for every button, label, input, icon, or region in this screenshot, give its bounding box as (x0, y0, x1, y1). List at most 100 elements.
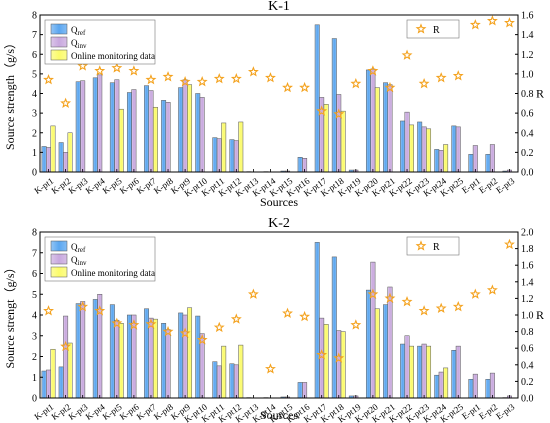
bar-online-monitoring-data (426, 128, 432, 173)
y-tick-label: 8 (32, 228, 37, 239)
y2-tick-label: 0.0 (521, 394, 534, 405)
bar-q-inv (80, 301, 86, 399)
bar-q-ref (383, 304, 388, 399)
y-tick-label: 3 (32, 331, 37, 342)
r-star-marker (418, 305, 430, 316)
y-tick-label: 2 (32, 128, 37, 139)
bar-q-inv (165, 102, 171, 173)
r-star-marker (333, 352, 345, 363)
r-star-marker (213, 321, 225, 333)
bar-q-inv (472, 373, 478, 399)
y-tick-label: 1 (32, 373, 37, 384)
bar-q-ref (331, 38, 337, 173)
legend-label: R (433, 25, 440, 36)
r-star-marker (77, 60, 89, 71)
bar-q-inv (489, 144, 495, 173)
bar-q-inv (438, 150, 444, 173)
chart-title: K-2 (268, 216, 290, 231)
x-axis-label: Sources (260, 195, 298, 209)
bar-q-ref (229, 139, 235, 173)
bar-q-ref (41, 370, 47, 399)
r-star-marker (43, 305, 54, 316)
bar-online-monitoring-data (409, 345, 414, 399)
bar-q-ref (126, 314, 132, 399)
bar-q-ref (485, 154, 491, 173)
bar-q-ref (400, 343, 406, 399)
r-star-marker (77, 300, 89, 312)
bar-online-monitoring-data (50, 348, 56, 399)
y2-tick-label: 0.4 (521, 360, 534, 371)
bar-q-inv (421, 343, 427, 399)
y2-tick-label: 1.0 (521, 311, 534, 322)
r-star-marker (111, 317, 123, 328)
bar-online-monitoring-data (323, 324, 329, 399)
r-star-marker (162, 325, 174, 337)
r-star-marker (196, 334, 208, 345)
bar-q-inv (319, 97, 325, 173)
y-tick-label: 7 (32, 30, 37, 41)
y2-axis-label: R (536, 308, 544, 322)
legend-label: Online monitoring data (71, 51, 155, 61)
legend-label: Online monitoring data (71, 268, 155, 278)
y-tick-label: 7 (32, 248, 37, 259)
bar-q-inv (97, 74, 103, 173)
y2-tick-label: 0.2 (521, 377, 534, 388)
bar-q-inv (80, 80, 86, 173)
bar-q-ref (400, 120, 406, 173)
r-star-marker (350, 319, 362, 330)
bar-q-ref (109, 82, 115, 173)
r-star-marker (230, 313, 242, 324)
legend-swatch (50, 23, 68, 35)
bar-q-inv (233, 364, 239, 399)
bar-online-monitoring-data (340, 110, 346, 173)
bar-online-monitoring-data (67, 342, 73, 399)
r-star-marker (486, 284, 498, 295)
legend-swatch (50, 253, 68, 265)
bar-online-monitoring-data (67, 132, 73, 173)
legend-star-icon (415, 23, 427, 34)
y2-tick-label: 1.4 (521, 277, 534, 288)
legend-right: R (406, 236, 460, 256)
bar-q-ref (92, 77, 98, 173)
r-star-marker (145, 318, 157, 329)
y2-tick-label: 1.4 (521, 30, 534, 41)
bar-q-inv (148, 317, 154, 399)
r-star-marker (401, 295, 413, 307)
bar-q-inv (199, 97, 205, 173)
y-tick-label: 5 (32, 69, 37, 80)
bar-q-inv (114, 79, 120, 173)
legend-label: R (433, 242, 440, 253)
r-star-marker (94, 65, 106, 76)
bar-q-inv (182, 79, 188, 173)
r-star-marker (213, 73, 225, 84)
chart-title: K-1 (268, 0, 290, 14)
bar-q-ref (417, 345, 423, 399)
legend-swatch (50, 49, 68, 61)
bar-q-inv (438, 371, 444, 399)
y2-tick-label: 1.0 (521, 69, 534, 80)
r-star-marker (247, 66, 259, 77)
r-star-marker (452, 300, 464, 312)
r-star-marker (60, 97, 72, 108)
bar-q-ref (451, 350, 457, 399)
bar-q-ref (41, 146, 47, 173)
y2-tick-label: 0.6 (521, 109, 534, 120)
bar-q-ref (314, 24, 320, 173)
bar-q-ref (297, 157, 303, 173)
bar-q-inv (131, 89, 137, 173)
r-star-marker (367, 288, 379, 299)
y-axis-label: Source strengt（g/s） (3, 262, 17, 369)
r-star-marker (299, 310, 311, 322)
y-tick-label: 4 (32, 311, 37, 322)
bar-q-inv (455, 126, 461, 173)
bar-online-monitoring-data (443, 144, 449, 173)
legend-subscript: ref (78, 246, 86, 254)
bar-q-inv (370, 68, 376, 173)
y-axis-label: Source strength（g/s） (3, 37, 17, 150)
bar-q-inv (336, 330, 342, 399)
r-star-marker (247, 288, 259, 299)
y2-tick-label: 0.8 (521, 327, 534, 338)
bar-q-inv (421, 126, 427, 173)
r-star-marker (469, 19, 481, 30)
